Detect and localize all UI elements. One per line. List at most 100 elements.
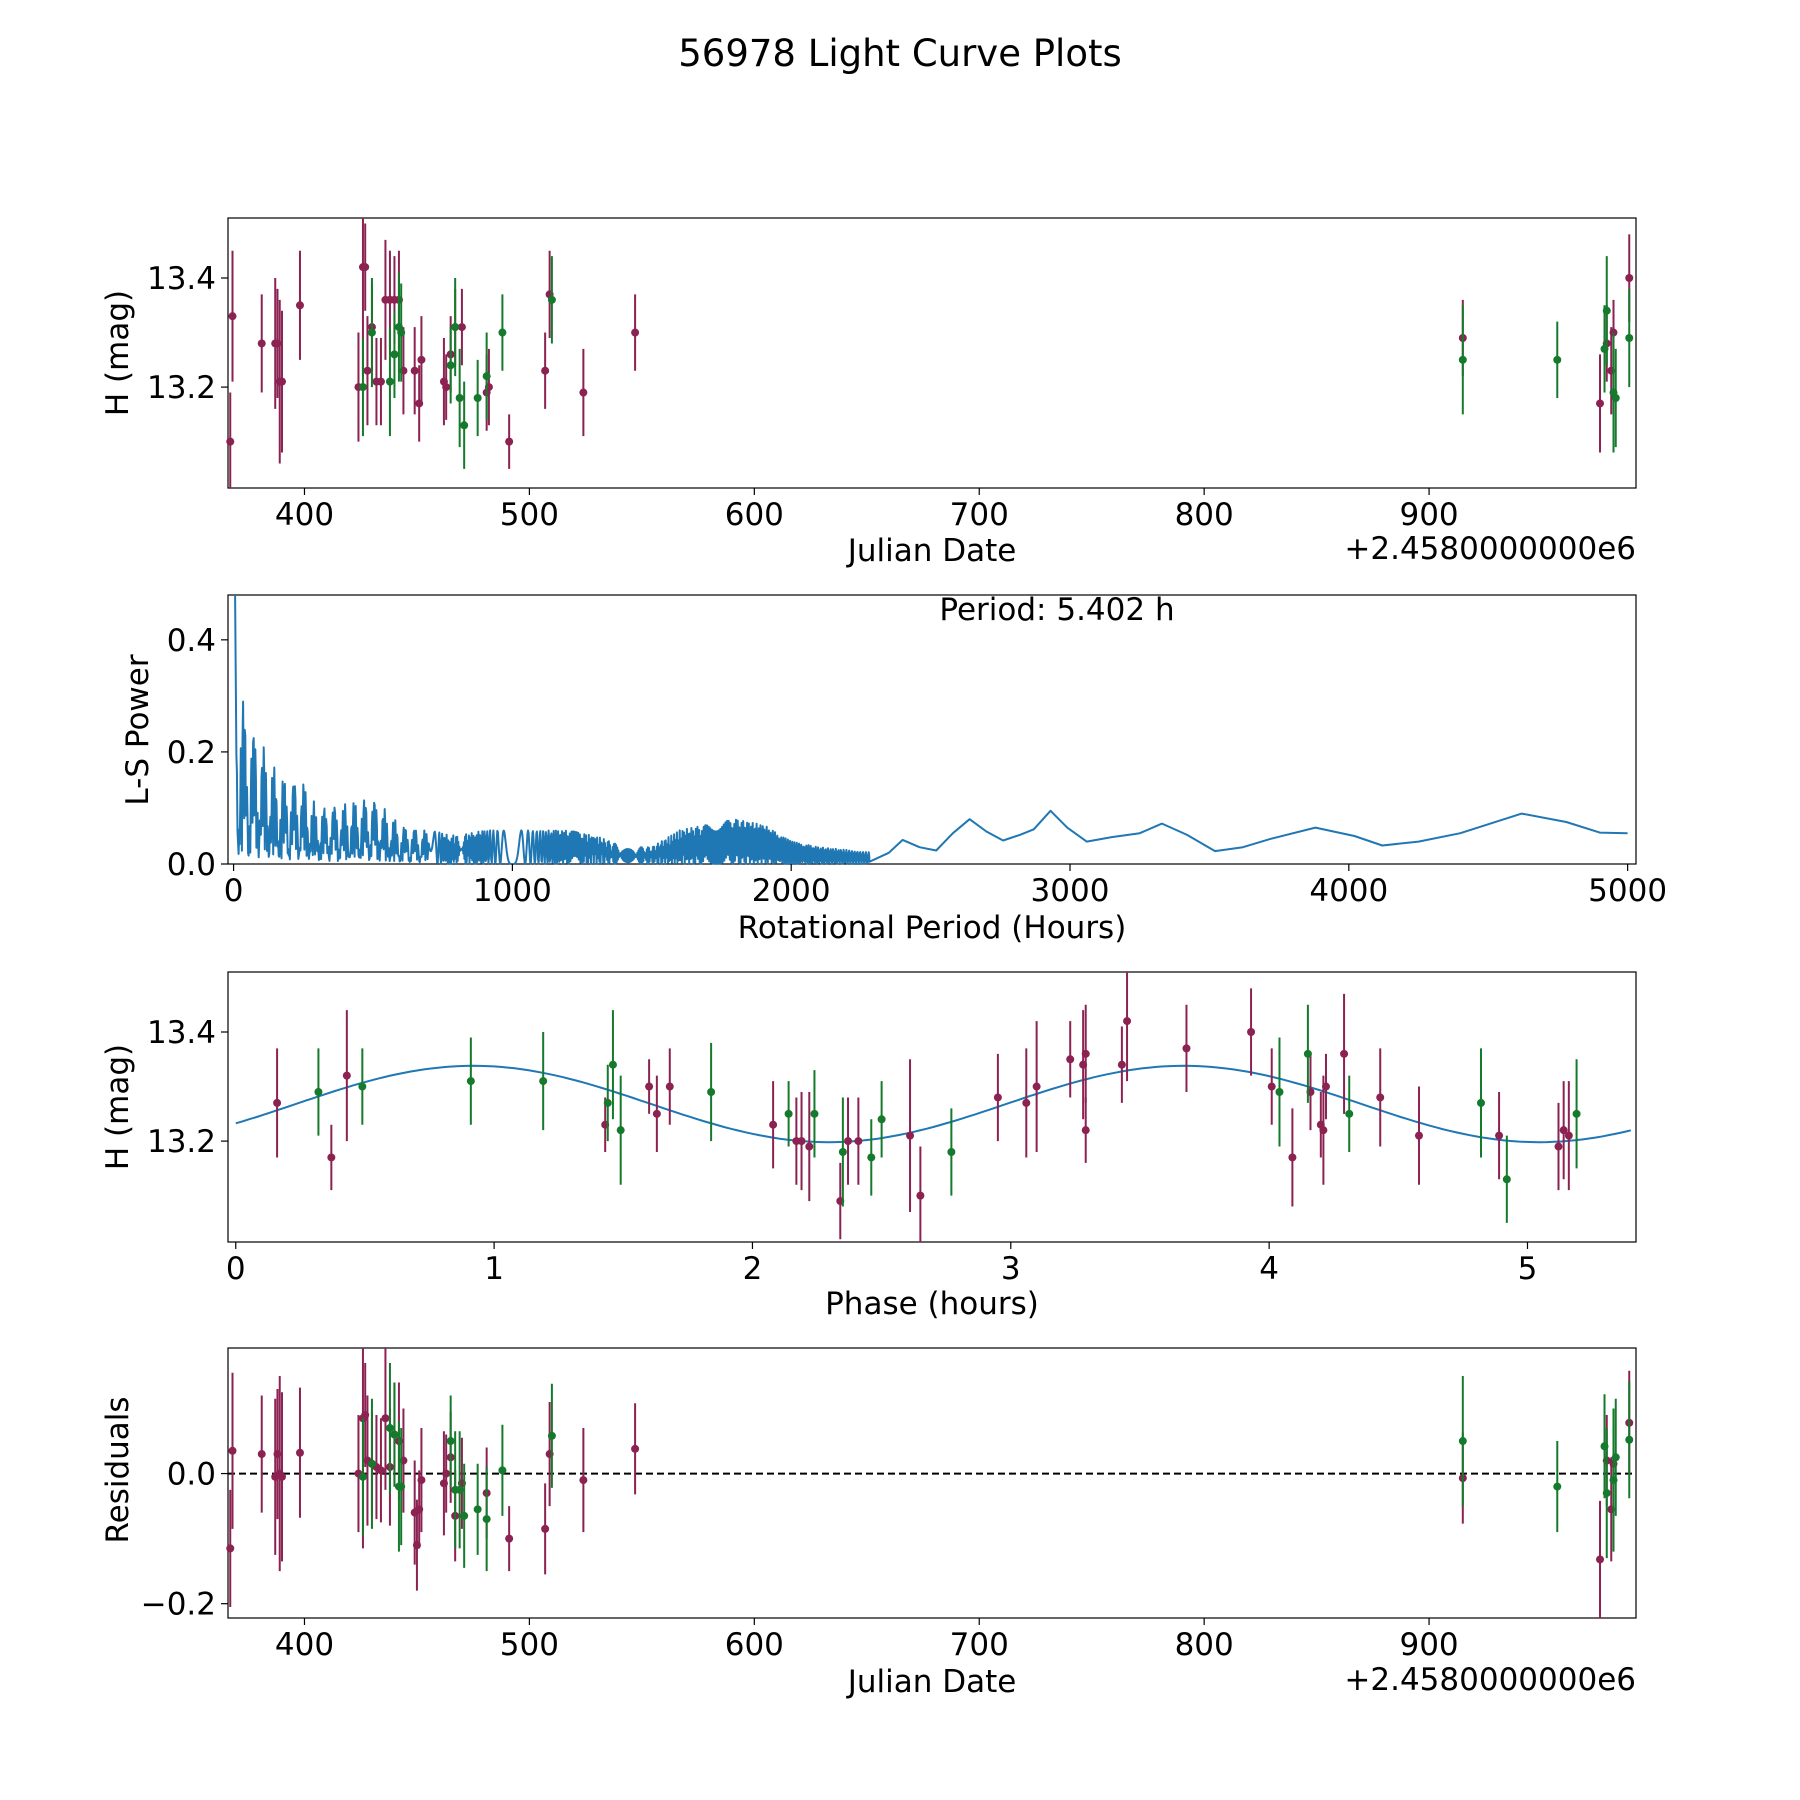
data-point	[877, 1115, 886, 1124]
data-point	[277, 1472, 286, 1481]
lightcurve-y-label: H (mag)	[100, 290, 136, 416]
residuals-data-points	[226, 1348, 1636, 1618]
lightcurve-data-points	[226, 218, 1634, 488]
lightcurve-y-ticks: 13.2 13.4	[147, 261, 228, 406]
data-point	[460, 421, 469, 430]
y-tick-label: 13.2	[147, 370, 216, 406]
data-point	[1345, 1109, 1354, 1118]
x-tick-label: 400	[275, 497, 334, 533]
data-point	[603, 1098, 612, 1107]
data-point	[1081, 1049, 1090, 1058]
data-point	[228, 312, 237, 321]
data-point	[1553, 1482, 1562, 1491]
data-point	[442, 1469, 451, 1478]
data-point	[314, 1088, 323, 1096]
data-point	[397, 328, 406, 337]
x-tick-label: 700	[950, 1627, 1009, 1663]
data-point	[867, 1153, 876, 1162]
residuals-y-label: Residuals	[100, 1396, 136, 1543]
power-spectrum-line	[234, 594, 1628, 865]
x-tick-label: 900	[1399, 497, 1458, 533]
data-point	[1319, 1126, 1328, 1135]
data-point	[228, 1446, 237, 1455]
data-point	[810, 1109, 819, 1118]
data-point	[947, 1148, 956, 1156]
lightcurve-panel: 400 500 600 700 800 900 13.213.4 Julian Date …	[100, 217, 1637, 569]
data-point	[1495, 1131, 1504, 1140]
data-point	[1303, 1049, 1312, 1058]
data-point	[385, 377, 394, 386]
residuals-x-ticks: 400 500 600 700 800 900	[275, 1618, 1459, 1663]
x-tick-label: 700	[950, 497, 1009, 533]
data-point	[579, 388, 588, 397]
data-point	[645, 1082, 654, 1091]
data-point	[446, 1437, 455, 1446]
x-tick-label: 5000	[1588, 873, 1667, 909]
data-point	[376, 377, 385, 386]
y-tick-label: 13.4	[147, 1015, 216, 1051]
x-tick-label: 2	[743, 1251, 763, 1287]
x-tick-label: 0	[224, 873, 244, 909]
x-tick-label: 0	[226, 1251, 246, 1287]
data-point	[505, 1534, 514, 1543]
data-point	[1602, 306, 1611, 315]
x-tick-label: 600	[725, 1627, 784, 1663]
data-point	[455, 394, 464, 402]
data-point	[1596, 399, 1605, 408]
data-point	[277, 377, 286, 386]
residuals-y-ticks: −0.2 0.0	[141, 1457, 228, 1623]
periodogram-y-ticks: 0.0 0.2 0.4	[167, 623, 228, 883]
data-point	[631, 328, 640, 337]
data-point	[442, 383, 451, 392]
data-point	[652, 1109, 661, 1118]
data-point	[1376, 1093, 1385, 1102]
data-point	[363, 366, 372, 375]
y-tick-label: 0.4	[167, 623, 216, 659]
x-tick-label: 400	[275, 1627, 334, 1663]
data-point	[1625, 274, 1634, 282]
data-point	[455, 1485, 464, 1494]
data-point	[473, 1505, 482, 1514]
data-point	[1602, 1489, 1611, 1498]
data-point	[547, 1431, 556, 1440]
x-tick-label: 800	[1175, 1627, 1234, 1663]
data-point	[665, 1082, 674, 1091]
data-point	[1066, 1055, 1075, 1064]
x-tick-label: 1	[484, 1251, 504, 1287]
data-point	[451, 323, 460, 332]
phase-folded-panel: 0 1 2 3 4 5 13.2 13.4 Phase (hours) H (mag)	[100, 971, 1637, 1322]
data-point	[916, 1191, 925, 1200]
x-tick-label: 900	[1399, 1627, 1458, 1663]
data-point	[361, 263, 370, 272]
data-point	[498, 328, 507, 337]
y-tick-label: −0.2	[141, 1587, 216, 1623]
data-point	[257, 1450, 266, 1459]
data-point	[844, 1137, 853, 1146]
data-point	[457, 323, 466, 332]
lightcurve-x-offset: +2.4580000000e6	[1344, 531, 1636, 567]
data-point	[1288, 1153, 1297, 1162]
lightcurve-axes-frame	[227, 217, 1637, 489]
x-tick-label: 500	[500, 497, 559, 533]
data-point	[482, 372, 491, 381]
data-point	[390, 1430, 399, 1439]
data-point	[541, 1524, 550, 1533]
data-point	[608, 1060, 617, 1069]
data-point	[1123, 1017, 1132, 1026]
data-point	[1321, 1082, 1330, 1091]
data-point	[547, 295, 556, 304]
data-point	[498, 1466, 507, 1475]
periodogram-x-label: Rotational Period (Hours)	[738, 910, 1127, 946]
data-point	[1247, 1028, 1256, 1036]
data-point	[446, 361, 455, 370]
data-point	[1267, 1082, 1276, 1091]
residuals-panel: 400 500 600 700 800 900 −0.2 0.0 Julian Date +…	[100, 1347, 1637, 1700]
phase-x-label: Phase (hours)	[825, 1286, 1039, 1322]
data-point	[1414, 1131, 1423, 1140]
data-point	[466, 1077, 475, 1086]
data-point	[482, 1515, 491, 1524]
data-point	[1572, 1109, 1581, 1118]
data-point	[1564, 1131, 1573, 1140]
y-tick-label: 13.4	[147, 261, 216, 297]
x-tick-label: 500	[500, 1627, 559, 1663]
